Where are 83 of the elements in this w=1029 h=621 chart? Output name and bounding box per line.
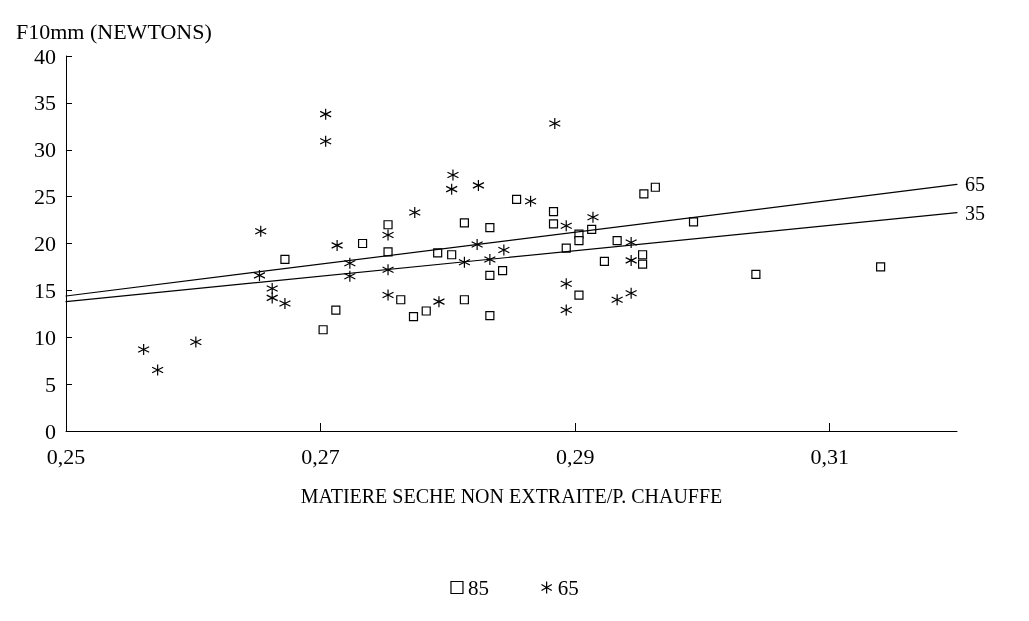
point xyxy=(560,303,573,317)
legend-label: 65 xyxy=(557,575,579,600)
x-tick-label: 0,29 xyxy=(555,443,595,469)
point xyxy=(497,243,510,257)
point xyxy=(485,311,495,321)
point xyxy=(408,312,419,322)
point xyxy=(318,325,328,335)
point xyxy=(189,335,202,349)
point xyxy=(266,282,279,295)
point xyxy=(381,228,395,242)
point xyxy=(319,108,332,121)
point xyxy=(472,179,485,192)
point xyxy=(357,238,368,249)
point xyxy=(278,297,292,310)
point xyxy=(560,219,573,232)
y-tick-label: 30 xyxy=(34,137,56,163)
series-label: 65 xyxy=(965,173,985,196)
point xyxy=(331,239,344,252)
point xyxy=(497,266,508,276)
point xyxy=(548,117,561,130)
point xyxy=(485,222,495,233)
y-tick-label: 20 xyxy=(34,231,56,256)
point xyxy=(612,236,622,246)
point xyxy=(137,343,150,356)
point xyxy=(625,254,638,267)
point xyxy=(625,236,638,249)
point xyxy=(254,225,267,238)
point xyxy=(574,290,584,300)
y-tick-label: 35 xyxy=(34,90,56,116)
point xyxy=(458,256,471,269)
x-tick-label: 0,25 xyxy=(46,443,86,469)
point xyxy=(483,253,496,266)
point xyxy=(447,250,457,260)
point xyxy=(408,206,421,219)
point xyxy=(574,236,584,246)
point xyxy=(625,287,638,300)
point xyxy=(751,269,761,280)
point xyxy=(638,250,648,260)
point xyxy=(381,263,395,276)
point xyxy=(331,305,341,315)
y-tick-label: 15 xyxy=(34,277,56,303)
point xyxy=(253,269,266,282)
point xyxy=(396,295,406,305)
point xyxy=(639,189,649,199)
point xyxy=(560,277,573,290)
point xyxy=(319,135,332,148)
point xyxy=(343,270,356,283)
x-tick-label: 0,31 xyxy=(810,443,849,469)
point xyxy=(383,220,393,230)
point xyxy=(586,211,600,224)
legend-label: 85 xyxy=(467,575,489,600)
point xyxy=(421,306,431,316)
point xyxy=(599,256,610,266)
y-tick-label: 0 xyxy=(45,418,56,444)
y-tick-label: 5 xyxy=(45,371,56,397)
y-tick-label: 10 xyxy=(34,324,56,350)
point xyxy=(548,219,559,229)
series-label: 35 xyxy=(965,201,985,224)
point xyxy=(611,293,624,306)
point xyxy=(524,195,537,208)
point xyxy=(471,238,484,251)
y-tick-label: 40 xyxy=(34,43,56,69)
point xyxy=(446,168,460,182)
y-tick-label: 25 xyxy=(34,184,56,210)
point xyxy=(485,270,495,280)
point xyxy=(381,288,395,302)
point xyxy=(650,182,660,192)
point xyxy=(638,259,648,269)
point xyxy=(688,217,699,227)
y-axis-title: F10mm (NEWTONS) xyxy=(16,18,212,44)
point xyxy=(876,262,886,272)
point xyxy=(343,257,356,270)
point xyxy=(459,218,469,228)
point xyxy=(548,207,559,217)
point xyxy=(266,291,279,304)
point xyxy=(511,194,522,205)
point xyxy=(280,254,290,265)
x-axis-title: MATIERE SECHE NON EXTRAITE/P. CHAUFFE xyxy=(300,485,723,507)
point xyxy=(432,295,446,308)
point xyxy=(459,295,469,305)
point xyxy=(445,183,458,196)
point xyxy=(151,363,164,377)
x-tick-label: 0,27 xyxy=(301,443,340,469)
